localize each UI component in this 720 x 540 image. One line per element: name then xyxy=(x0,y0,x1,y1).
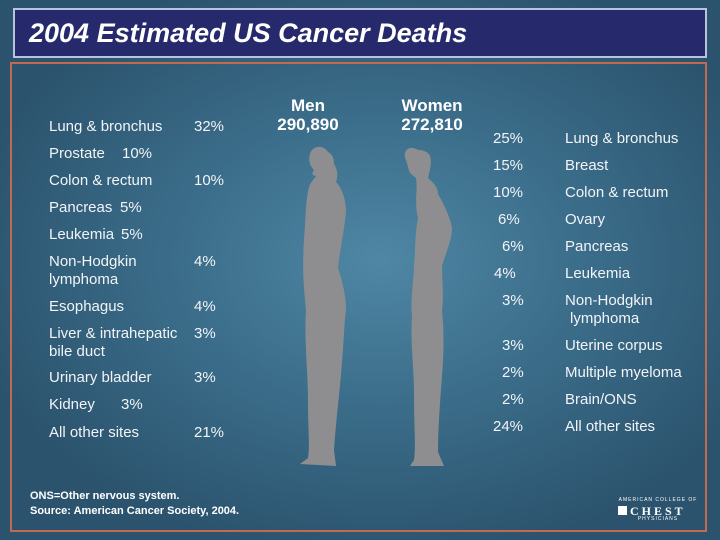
men-percent-label: 3% xyxy=(121,396,143,413)
men-site-label-line: Liver & intrahepatic xyxy=(49,325,178,342)
title-bar: 2004 Estimated US Cancer Deaths xyxy=(13,8,707,58)
women-site-label-line: Non-Hodgkin xyxy=(565,292,653,309)
women-percent-label: 3% xyxy=(502,292,524,309)
women-total: 272,810 xyxy=(401,115,463,134)
men-label: Men xyxy=(291,96,325,115)
logo-top-text: AMERICAN COLLEGE OF xyxy=(618,497,698,503)
men-percent-label: 32% xyxy=(194,118,225,135)
women-site-label-line: Leukemia xyxy=(565,265,631,282)
women-site-label-line: Brain/ONS xyxy=(565,391,637,408)
women-percent-label: 3% xyxy=(502,337,524,354)
women-site-label: Multiple myeloma xyxy=(565,364,682,382)
women-site-label: Ovary xyxy=(565,211,605,229)
women-percent-label: 10% xyxy=(493,184,524,201)
footnote: ONS=Other nervous system. xyxy=(30,490,180,502)
chest-logo: AMERICAN COLLEGE OF CHEST PHYSICIANS xyxy=(616,497,700,522)
men-site-label-line: Esophagus xyxy=(49,298,125,315)
women-site-label-line: Breast xyxy=(565,157,609,174)
women-percent-label: 2% xyxy=(502,391,524,408)
women-label: Women xyxy=(401,96,463,115)
women-percent-label: 4% xyxy=(494,265,516,282)
men-percent-label: 3% xyxy=(194,369,216,386)
men-percent-label: 3% xyxy=(194,325,216,342)
logo-bottom-text: PHYSICIANS xyxy=(637,516,679,522)
women-header: Women 272,810 xyxy=(387,96,477,134)
slide-title: 2004 Estimated US Cancer Deaths xyxy=(29,18,468,48)
women-percent-label: 2% xyxy=(502,364,524,381)
men-site-label-line: bile duct xyxy=(49,343,105,360)
women-site-label: Leukemia xyxy=(565,265,630,283)
logo-mark xyxy=(618,506,627,515)
women-percent-label: 24% xyxy=(493,418,524,435)
women-site-label-line: Multiple myeloma xyxy=(565,364,682,381)
men-site-label: Liver & intrahepatic bile duct xyxy=(49,325,177,361)
men-percent-label: 5% xyxy=(120,199,142,216)
men-site-label: Non-Hodgkin lymphoma xyxy=(49,253,137,289)
women-site-label-line: All other sites xyxy=(565,418,656,435)
men-site-label-line: All other sites xyxy=(49,424,140,441)
men-site-label: All other sites xyxy=(49,424,139,442)
men-site-label: Pancreas xyxy=(49,199,112,217)
source-note: Source: American Cancer Society, 2004. xyxy=(30,505,240,517)
men-site-label: Lung & bronchus xyxy=(49,118,162,136)
women-site-label: Uterine corpus xyxy=(565,337,663,355)
logo-main-text: CHEST xyxy=(630,504,686,518)
women-percent-label: 25% xyxy=(493,130,524,147)
men-site-label: Colon & rectum xyxy=(49,172,152,190)
men-site-label-line: Urinary bladder xyxy=(49,369,152,386)
women-percent-label: 6% xyxy=(502,238,524,255)
men-total: 290,890 xyxy=(277,115,339,134)
men-percent-label: 10% xyxy=(122,145,153,162)
man-silhouette xyxy=(300,146,346,466)
men-site-label-line: Non-Hodgkin xyxy=(49,253,137,270)
men-site-label-line: Colon & rectum xyxy=(49,172,153,189)
women-site-label: Breast xyxy=(565,157,608,175)
women-site-label: Lung & bronchus xyxy=(565,130,678,148)
men-percent-label: 4% xyxy=(194,298,216,315)
men-header: Men 290,890 xyxy=(263,96,353,134)
men-site-label-line: Leukemia xyxy=(49,226,115,243)
women-site-label-line: Lung & bronchus xyxy=(565,130,679,147)
women-site-label-line: Ovary xyxy=(565,211,606,228)
women-percent-label: 6% xyxy=(498,211,520,228)
women-site-label-line: Colon & rectum xyxy=(565,184,669,201)
men-site-label-line: Kidney xyxy=(49,396,95,413)
women-percent-label: 15% xyxy=(493,157,524,174)
women-site-label: Non-Hodgkin lymphoma xyxy=(565,292,653,328)
women-site-label: All other sites xyxy=(565,418,655,436)
men-percent-label: 4% xyxy=(194,253,216,270)
men-site-label-line: Lung & bronchus xyxy=(49,118,163,135)
men-site-label: Prostate xyxy=(49,145,105,163)
men-percent-label: 21% xyxy=(194,424,225,441)
women-site-label: Brain/ONS xyxy=(565,391,637,409)
women-site-label-line: Uterine corpus xyxy=(565,337,663,354)
silhouettes xyxy=(300,146,452,466)
content-frame xyxy=(10,62,707,532)
women-site-label-line: Pancreas xyxy=(565,238,629,255)
men-site-label: Kidney xyxy=(49,396,95,414)
men-site-label: Leukemia xyxy=(49,226,114,244)
men-percent-label: 10% xyxy=(194,172,225,189)
men-site-label-line: lymphoma xyxy=(49,271,119,288)
women-site-label: Colon & rectum xyxy=(565,184,668,202)
men-percent-label: 5% xyxy=(121,226,143,243)
women-site-label-line: lymphoma xyxy=(570,310,640,327)
men-site-label: Esophagus xyxy=(49,298,124,316)
women-site-label: Pancreas xyxy=(565,238,628,256)
men-site-label-line: Pancreas xyxy=(49,199,113,216)
men-site-label-line: Prostate xyxy=(49,145,105,162)
men-site-label: Urinary bladder xyxy=(49,369,152,387)
woman-silhouette xyxy=(404,147,452,466)
